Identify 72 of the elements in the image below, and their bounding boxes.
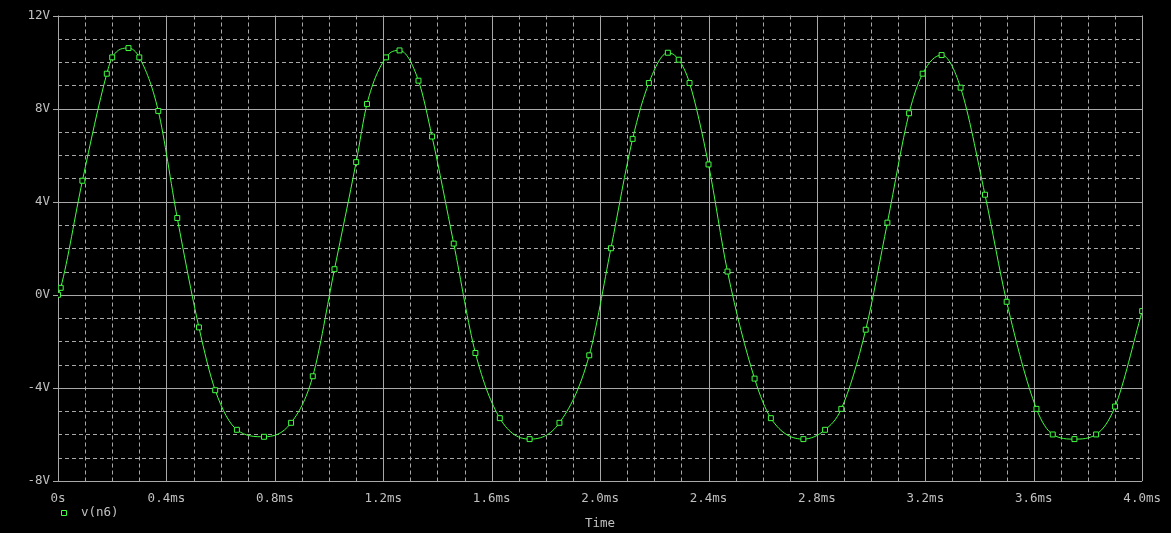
point — [862, 326, 869, 333]
point — [429, 133, 436, 140]
x-tick-label: 2.8ms — [798, 489, 836, 505]
y-tick-label: -8V — [27, 472, 51, 488]
point — [155, 107, 162, 114]
point — [767, 415, 774, 422]
point — [472, 350, 479, 356]
point — [364, 100, 370, 107]
x-tick-label: 0.4ms — [147, 489, 186, 505]
x-tick-label: 1.2ms — [364, 489, 403, 505]
point — [1033, 405, 1040, 412]
point — [309, 373, 316, 380]
point — [822, 426, 829, 433]
x-tick-label: 3.6ms — [1014, 489, 1053, 505]
point — [705, 161, 712, 168]
point — [496, 415, 503, 422]
point — [136, 54, 143, 61]
point — [415, 77, 422, 84]
point — [919, 70, 926, 77]
x-axis-title: Time — [585, 514, 616, 530]
point — [103, 70, 110, 77]
point — [1093, 431, 1100, 438]
point — [1071, 436, 1078, 443]
point — [233, 426, 240, 433]
point — [982, 191, 988, 198]
point — [686, 80, 693, 86]
point — [675, 56, 682, 63]
point — [109, 54, 116, 61]
x-tick-label: 0s — [50, 489, 66, 505]
point — [174, 215, 181, 221]
point — [751, 375, 758, 382]
point — [288, 419, 295, 426]
x-tick-label: 2.4ms — [689, 489, 728, 505]
point — [450, 240, 457, 247]
point — [645, 80, 652, 86]
point — [957, 84, 964, 91]
point — [212, 387, 219, 394]
point — [125, 45, 132, 52]
point — [556, 419, 563, 426]
legend-label: v(n6) — [81, 504, 119, 520]
point — [724, 268, 731, 275]
y-tick-label: 0V — [34, 286, 51, 302]
point — [586, 352, 593, 359]
x-tick-label: 4.0ms — [1123, 489, 1162, 505]
x-tick-label: 3.2ms — [906, 489, 945, 505]
point — [607, 245, 614, 252]
point — [800, 436, 807, 443]
y-tick-label: 8V — [34, 99, 51, 115]
x-tick-label: 1.6ms — [472, 489, 511, 505]
x-tick-label: 2.0ms — [581, 489, 619, 505]
point — [838, 405, 845, 412]
y-tick-label: 12V — [27, 6, 51, 22]
point — [396, 47, 403, 54]
y-tick-label: -4V — [27, 379, 51, 395]
point — [1049, 431, 1056, 438]
point — [664, 49, 671, 56]
point — [526, 436, 533, 443]
point — [195, 324, 202, 331]
point — [261, 433, 267, 440]
point — [331, 266, 338, 273]
point — [629, 135, 636, 142]
point — [1003, 298, 1010, 305]
point — [938, 52, 945, 59]
point — [884, 219, 891, 226]
point — [382, 54, 389, 61]
x-tick-label: 0.8ms — [256, 489, 294, 505]
point — [58, 284, 64, 291]
point — [79, 177, 86, 184]
point — [1112, 403, 1119, 410]
point — [353, 159, 360, 166]
point — [906, 110, 913, 117]
y-tick-label: 4V — [34, 192, 51, 208]
